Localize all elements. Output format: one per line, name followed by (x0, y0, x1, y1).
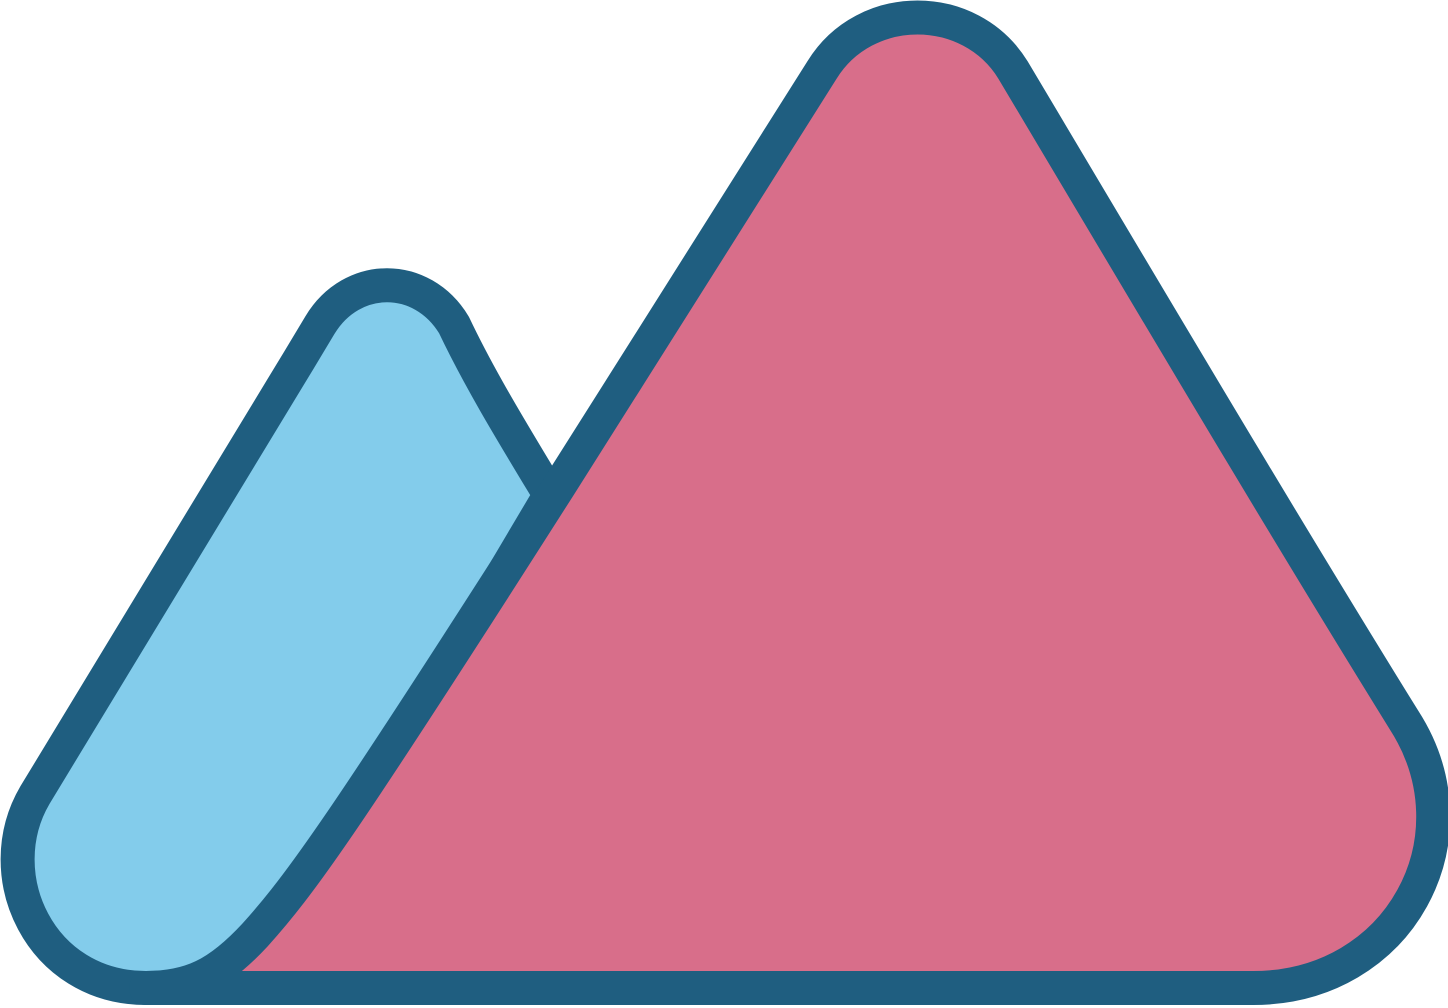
right-mountain-shape (129, 0, 1448, 1005)
